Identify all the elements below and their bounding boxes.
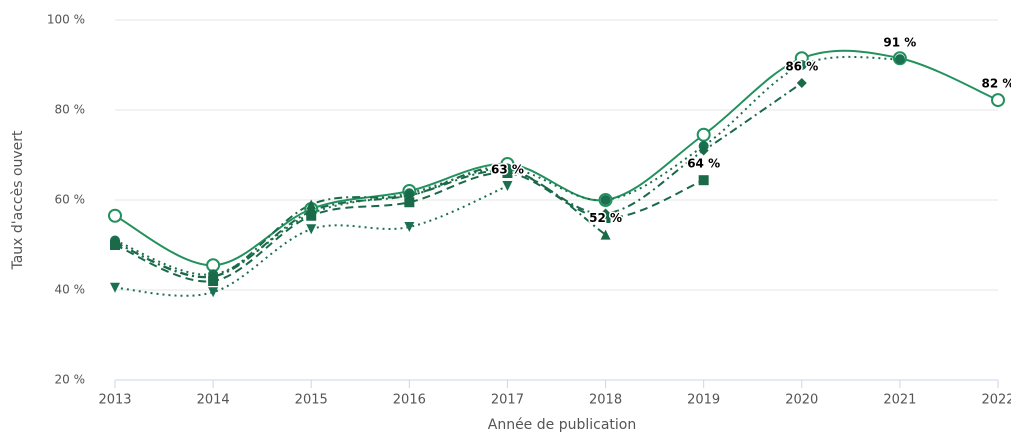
value-label: 86 %: [785, 60, 818, 74]
point: [404, 222, 415, 232]
point: [600, 213, 611, 223]
value-label: 64 %: [687, 157, 720, 171]
point: [208, 271, 219, 282]
y-axis-label: Taux d'accès ouvert: [10, 130, 26, 271]
point: [306, 199, 317, 210]
point: [698, 145, 709, 156]
point: [796, 60, 807, 70]
x-tick-label: 2013: [98, 393, 131, 408]
x-tick-label: 2017: [491, 393, 524, 408]
series-line: [114, 166, 607, 279]
point: [502, 181, 513, 192]
y-tick-label: 60 %: [55, 193, 86, 207]
x-tick-label: 2019: [687, 393, 720, 408]
value-label: 91 %: [883, 36, 916, 50]
x-tick-label: 2018: [589, 393, 622, 408]
point: [208, 287, 219, 298]
y-tick-label: 20 %: [55, 373, 86, 387]
x-tick-label: 2021: [883, 393, 916, 408]
x-tick-label: 2016: [393, 393, 426, 408]
y-tick-label: 100 %: [47, 13, 85, 27]
point: [991, 93, 1005, 108]
point: [600, 195, 611, 205]
point: [404, 197, 415, 208]
value-label: 63 %: [491, 163, 524, 177]
series-line: [114, 49, 999, 267]
point: [894, 54, 905, 65]
point: [306, 224, 317, 235]
x-tick-label: 2015: [295, 393, 328, 408]
point: [698, 175, 709, 186]
x-axis-label: Année de publication: [488, 417, 636, 433]
point: [108, 208, 122, 223]
x-tick-label: 2022: [981, 393, 1011, 408]
point: [696, 127, 711, 142]
point: [404, 190, 415, 201]
point: [110, 237, 120, 248]
y-tick-label: 40 %: [55, 283, 86, 297]
y-tick-label: 80 %: [55, 103, 86, 117]
value-label: 82 %: [982, 77, 1011, 91]
value-label: 52 %: [589, 211, 622, 225]
x-tick-label: 2020: [785, 393, 818, 408]
point: [110, 282, 120, 293]
point: [502, 163, 513, 174]
point: [796, 78, 807, 88]
x-tick-label: 2014: [197, 393, 230, 408]
point: [306, 210, 317, 221]
point: [600, 229, 611, 240]
series-line: [114, 82, 803, 279]
